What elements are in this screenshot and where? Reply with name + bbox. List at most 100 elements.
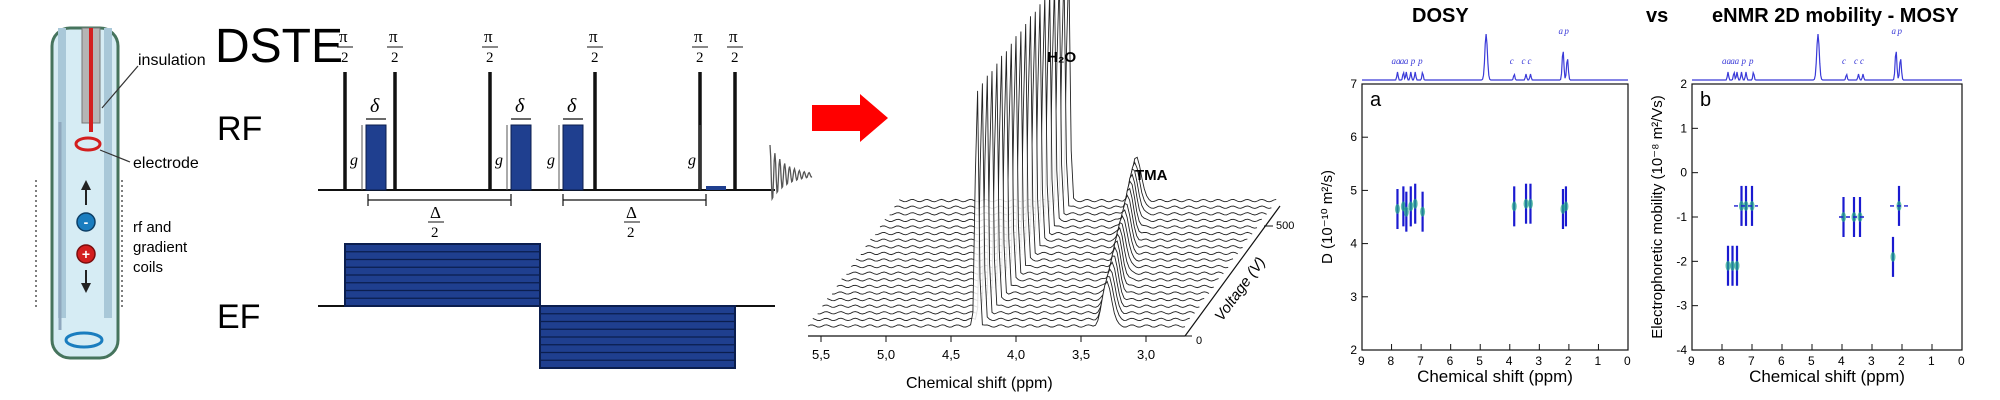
coils-label-line2: gradient: [133, 239, 188, 256]
spectrum-trace-8: [841, 43, 1219, 282]
dosy-panel-label: a: [1370, 89, 1382, 111]
dosy-y-tick-label-3: 5: [1350, 183, 1357, 197]
stack-x-ticks: 5,5 5,0 4,5 4,0 3,5 3,0: [812, 336, 1155, 362]
pi2-numerator-5: π: [694, 27, 703, 46]
pi2-numerator-4: π: [589, 27, 598, 46]
dosy-y-tick-label-2: 4: [1350, 237, 1357, 251]
delta-label-2: δ: [515, 95, 525, 117]
spectrum-trace-10: [851, 31, 1229, 269]
mosy-plot: a a a a p p c c ca pb9 8 7 6 5 4 3 2 1 0-4-3-2-1012Chemica…: [1649, 26, 1965, 386]
stack-x-tick-label-2: 4,5: [942, 347, 960, 362]
mosy-y-tick-label-0: -4: [1676, 343, 1687, 357]
dosy-x-tick-label-9: 0: [1624, 354, 1631, 368]
spectrum-trace-18: [889, 0, 1267, 216]
stacked-spectra: 5,5 5,0 4,5 4,0 3,5 3,0 0 500 Voltage (V) Che…: [807, 0, 1294, 392]
coils-label-line1: rf and: [133, 219, 171, 236]
pi2-denominator-1: 2: [341, 50, 349, 66]
mosy-y-tick-label-2: -2: [1676, 254, 1687, 268]
spectrum-trace-1: [807, 90, 1186, 328]
mosy-x-tick-label-2: 7: [1748, 354, 1755, 368]
mosy-panel-label: b: [1700, 89, 1711, 111]
spectrum-trace-9: [846, 36, 1224, 275]
spectrum-trace-14: [870, 4, 1248, 242]
dosy-1d-spectrum: [1362, 33, 1628, 81]
stack-xlabel: Chemical shift (ppm): [906, 375, 1053, 392]
dosy-y-tick-label-4: 6: [1350, 130, 1357, 144]
mosy-frame: [1691, 83, 1963, 351]
insulation-leader: [101, 65, 139, 109]
pi2-denominator-4: 2: [591, 50, 599, 66]
ef-pulses: [344, 243, 736, 369]
stack-voltage-label: Voltage (V): [1211, 254, 1269, 324]
mosy-x-tick-label-5: 4: [1838, 354, 1845, 368]
minus-sign: -: [84, 214, 89, 230]
dosy-peak-core-11: [1563, 201, 1569, 212]
dosy-x-tick-label-5: 4: [1506, 354, 1513, 368]
dosy-peak-core-1: [1394, 204, 1400, 215]
Delta-den-2: 2: [627, 225, 635, 241]
spectrum-trace-6: [831, 55, 1210, 295]
mosy-peak-core-10: [1890, 251, 1896, 262]
electrode-leader: [99, 149, 131, 163]
v-tick-label-500: 500: [1276, 220, 1294, 232]
h2o-label: H₂O: [1047, 49, 1076, 66]
dosy-x-tick-label-7: 2: [1565, 354, 1572, 368]
dosy-x-tick-label-0: 9: [1358, 354, 1365, 368]
pi2-denominator-5: 2: [696, 50, 704, 66]
dosy-peak-label-2: a: [1396, 56, 1401, 66]
Delta-num-1: Δ: [430, 203, 441, 222]
mosy-peak-label-9: c: [1860, 56, 1864, 66]
ef-label: EF: [217, 298, 260, 336]
dosy-peak-label-10: a: [1559, 26, 1564, 36]
dosy-peak-core-4: [1408, 201, 1414, 212]
spectrum-trace-16: [879, 0, 1258, 229]
mosy-1d-spectrum: [1692, 33, 1962, 81]
dosy-y-tick-label-0: 2: [1350, 343, 1357, 357]
Delta-num-2: Δ: [626, 203, 637, 222]
dosy-peak-label-1: a: [1392, 56, 1397, 66]
dosy-peak-label-6: p: [1417, 56, 1423, 66]
mosy-ylabel: Electrophoretic mobility (10⁻⁸ m²/Vs): [1649, 95, 1666, 338]
dosy-x-tick-label-1: 8: [1388, 354, 1395, 368]
spectra-traces: [807, 0, 1277, 328]
mosy-peak-label-1: a: [1722, 56, 1727, 66]
tube-wall-right: [104, 28, 112, 318]
stack-x-tick-label-4: 3,5: [1072, 347, 1090, 362]
delta-label-1: δ: [370, 95, 380, 117]
dosy-x-tick-label-6: 3: [1535, 354, 1542, 368]
stack-x-tick-label-5: 3,0: [1137, 347, 1155, 362]
stack-x-tick-label-0: 5,5: [812, 347, 830, 362]
mosy-x-tick-label-4: 5: [1808, 354, 1815, 368]
g-label-3: g: [547, 152, 555, 169]
rf-pulses: π 2 π 2 π 2 π 2 π 2 π 2: [337, 27, 743, 190]
mosy-peak-label-11: p: [1897, 26, 1903, 36]
mosy-x-tick-label-7: 2: [1898, 354, 1905, 368]
dosy-x-tick-label-8: 1: [1594, 354, 1601, 368]
g-label-1: g: [350, 152, 358, 169]
spectrum-trace-11: [855, 23, 1234, 262]
spectrum-trace-15: [875, 0, 1253, 236]
spectrum-trace-2: [812, 83, 1190, 322]
mosy-peak-core-1: [1725, 260, 1731, 271]
mosy-x-tick-label-3: 6: [1778, 354, 1785, 368]
mosy-x-tick-label-1: 8: [1718, 354, 1725, 368]
spectrum-trace-4: [822, 71, 1200, 308]
delta-label-3: δ: [567, 95, 577, 117]
mosy-peak-label-8: c: [1854, 56, 1858, 66]
mosy-peak-core-3: [1734, 260, 1740, 271]
arrow-up-head: [81, 180, 91, 190]
red-arrow-icon: [812, 94, 888, 142]
Delta-den-1: 2: [431, 225, 439, 241]
rf-label: RF: [217, 110, 262, 148]
spectrum-trace-3: [817, 75, 1195, 315]
mosy-peak-core-2: [1730, 260, 1735, 271]
mosy-xlabel: Chemical shift (ppm): [1749, 367, 1905, 386]
pi2-denominator-3: 2: [486, 50, 494, 66]
mosy-peak-label-5: p: [1741, 56, 1747, 66]
dosy-x-tick-label-3: 6: [1447, 354, 1454, 368]
pi2-denominator-2: 2: [391, 50, 399, 66]
plus-sign: +: [82, 246, 90, 262]
mosy-y-tick-label-1: -3: [1676, 299, 1687, 313]
dosy-header: DOSY: [1412, 5, 1469, 27]
